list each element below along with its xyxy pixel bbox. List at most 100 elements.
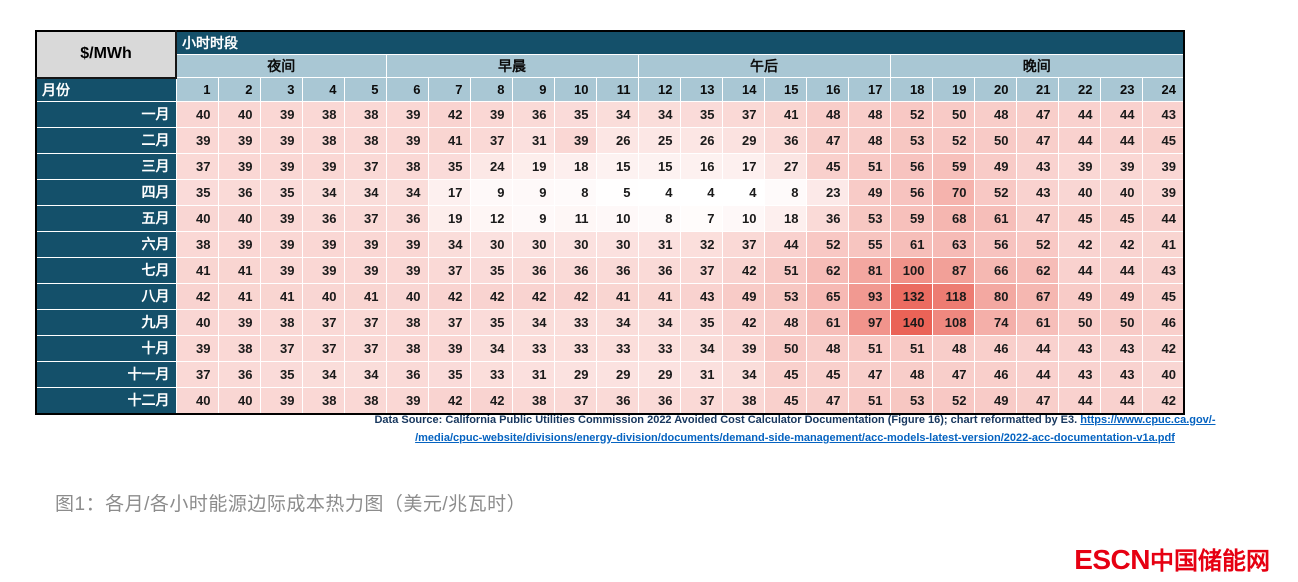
heatmap-cell: 36 (637, 256, 681, 284)
heatmap-cell: 25 (637, 126, 681, 154)
hour-header: 9 (511, 77, 555, 102)
heatmap-cell: 59 (931, 152, 975, 180)
heatmap-cell: 11 (553, 204, 597, 232)
heatmap-cell: 61 (805, 308, 849, 336)
heatmap-cell: 30 (595, 230, 639, 258)
heatmap-cell: 52 (931, 126, 975, 154)
hour-header: 7 (427, 77, 471, 102)
heatmap-cell: 45 (805, 152, 849, 180)
heatmap-cell: 45 (1057, 204, 1101, 232)
heatmap-cell: 50 (1099, 308, 1143, 336)
heatmap-cell: 48 (805, 100, 849, 128)
heatmap-cell: 35 (469, 256, 513, 284)
heatmap-cell: 42 (175, 282, 219, 310)
heatmap-cell: 61 (889, 230, 933, 258)
heatmap-cell: 56 (889, 152, 933, 180)
heatmap-cell: 51 (847, 334, 891, 362)
heatmap-cell: 39 (427, 334, 471, 362)
heatmap-cell: 39 (1141, 152, 1185, 180)
heatmap-cell: 52 (889, 100, 933, 128)
heatmap-cell: 40 (217, 100, 261, 128)
month-label: 十一月 (35, 360, 177, 388)
heatmap-cell: 8 (763, 178, 807, 206)
hour-header: 11 (595, 77, 639, 102)
unit-label: $/MWh (35, 30, 177, 79)
heatmap-cell: 12 (469, 204, 513, 232)
source-link-line1[interactable]: https://www.cpuc.ca.gov/- (1080, 414, 1216, 426)
heatmap-cell: 36 (637, 386, 681, 414)
heatmap-cell: 34 (595, 308, 639, 336)
heatmap-cell: 8 (637, 204, 681, 232)
heatmap-cell: 39 (1099, 152, 1143, 180)
heatmap-cell: 33 (637, 334, 681, 362)
heatmap-cell: 35 (679, 308, 723, 336)
heatmap-cell: 36 (595, 256, 639, 284)
heatmap-cell: 39 (259, 386, 303, 414)
heatmap-cell: 44 (1057, 256, 1101, 284)
heatmap-cell: 48 (847, 126, 891, 154)
hour-header: 20 (973, 77, 1017, 102)
heatmap-cell: 29 (637, 360, 681, 388)
heatmap-cell: 87 (931, 256, 975, 284)
heatmap-table: $/MWh 小时时段 夜间 早晨 午后 晚间 月份 1 2 3 4 5 6 7 8 9 10 11 12 13 14 15… (35, 30, 1185, 415)
hour-header: 10 (553, 77, 597, 102)
heatmap-cell: 38 (343, 126, 387, 154)
month-axis-label: 月份 (35, 77, 177, 102)
heatmap-cell: 36 (217, 360, 261, 388)
heatmap-cell: 44 (1141, 204, 1185, 232)
heatmap-cell: 43 (1057, 334, 1101, 362)
heatmap-cell: 34 (301, 360, 345, 388)
heatmap-cell: 34 (595, 100, 639, 128)
heatmap-cell: 34 (511, 308, 555, 336)
month-row: 七月 41 41 39 39 39 39 37 35 36 36 36 36 37 42 51 62 81 100 8… (35, 256, 1185, 284)
column-group-row: 夜间 早晨 午后 晚间 (36, 54, 1185, 78)
heatmap-cell: 48 (763, 308, 807, 336)
month-row: 八月 42 41 41 40 41 40 42 42 42 42 41 41 43 49 53 65 93 132 1… (35, 282, 1185, 310)
heatmap-cell: 41 (637, 282, 681, 310)
heatmap-cell: 34 (343, 360, 387, 388)
heatmap-cell: 132 (889, 282, 933, 310)
heatmap-cell: 49 (973, 152, 1017, 180)
heatmap-cell: 41 (427, 126, 471, 154)
heatmap-cell: 33 (469, 360, 513, 388)
heatmap-cell: 67 (1015, 282, 1059, 310)
heatmap-cell: 37 (343, 334, 387, 362)
heatmap-cell: 35 (175, 178, 219, 206)
heatmap-cell: 49 (1099, 282, 1143, 310)
hour-header: 13 (679, 77, 723, 102)
heatmap-cell: 10 (595, 204, 639, 232)
source-link-line2[interactable]: /media/cpuc-website/divisions/energy-div… (415, 431, 1175, 444)
heatmap-cell: 93 (847, 282, 891, 310)
heatmap-cell: 44 (1015, 360, 1059, 388)
heatmap-cell: 39 (259, 100, 303, 128)
heatmap-cell: 37 (259, 334, 303, 362)
heatmap-cell: 39 (175, 126, 219, 154)
heatmap-cell: 38 (511, 386, 555, 414)
heatmap-cell: 52 (931, 386, 975, 414)
hour-header: 3 (259, 77, 303, 102)
heatmap-cell: 74 (973, 308, 1017, 336)
heatmap-cell: 24 (469, 152, 513, 180)
heatmap-cell: 68 (931, 204, 975, 232)
heatmap-cell: 46 (973, 360, 1017, 388)
heatmap-cell: 36 (511, 100, 555, 128)
month-label: 一月 (35, 100, 177, 128)
month-row: 四月 35 36 35 34 34 34 17 9 9 8 5 4 4 4 8 23 49 56 70 52 43 40 40… (35, 178, 1185, 206)
heatmap-cell: 17 (427, 178, 471, 206)
heatmap-cell: 36 (217, 178, 261, 206)
heatmap-cell: 36 (385, 204, 429, 232)
heatmap-cell: 30 (553, 230, 597, 258)
heatmap-cell: 44 (763, 230, 807, 258)
heatmap-cell: 108 (931, 308, 975, 336)
heatmap-cell: 39 (1141, 178, 1185, 206)
hour-header: 12 (637, 77, 681, 102)
heatmap-cell: 39 (217, 152, 261, 180)
heatmap-cell: 37 (301, 308, 345, 336)
heatmap-cell: 39 (259, 152, 303, 180)
heatmap-cell: 61 (973, 204, 1017, 232)
heatmap-cell: 44 (1099, 386, 1143, 414)
heatmap-cell: 31 (511, 126, 555, 154)
heatmap-cell: 19 (511, 152, 555, 180)
heatmap-cell: 48 (889, 360, 933, 388)
heatmap-cell: 42 (427, 100, 471, 128)
